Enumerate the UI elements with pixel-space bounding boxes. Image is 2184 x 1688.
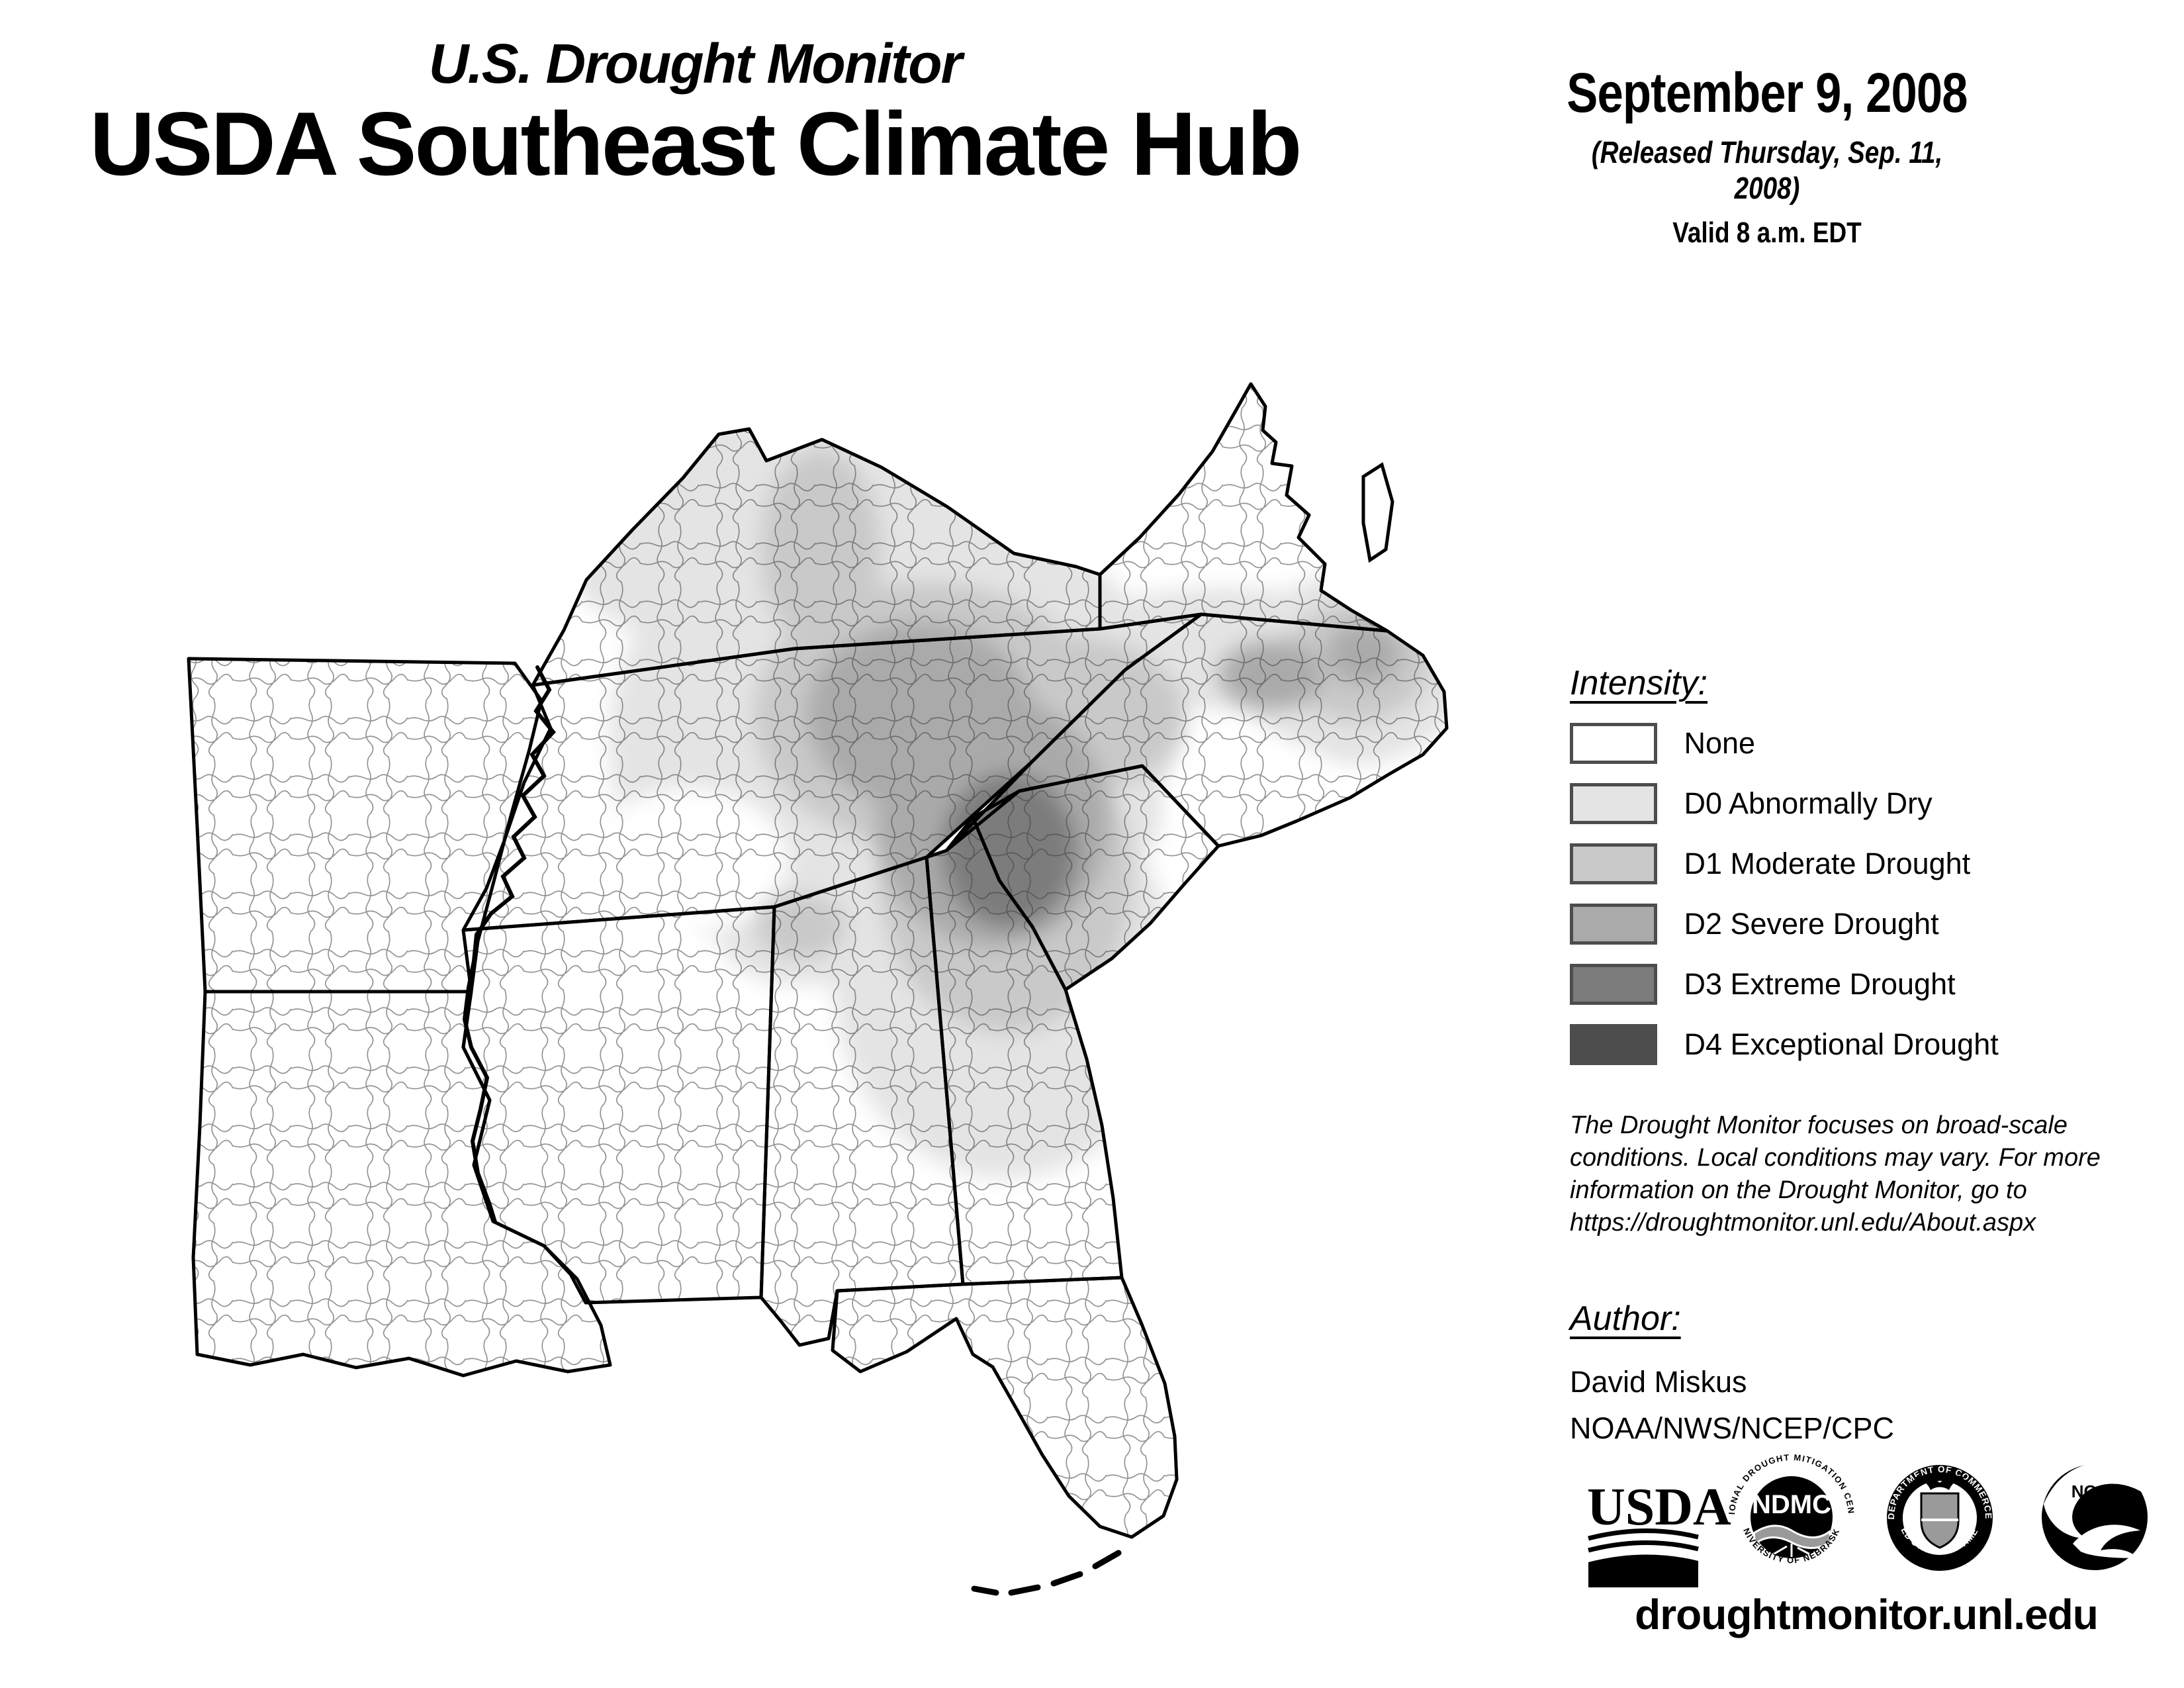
map-date: September 9, 2008 (1567, 62, 1968, 124)
state-alabama (759, 855, 965, 1347)
legend-item-d4: D4 Exceptional Drought (1570, 1024, 1999, 1065)
svg-text:NOAA: NOAA (2071, 1481, 2122, 1501)
svg-text:NDMC: NDMC (1752, 1490, 1831, 1519)
seagull-icon (2073, 1524, 2140, 1558)
disclaimer-text: The Drought Monitor focuses on broad-sca… (1570, 1111, 2101, 1237)
mississippi-river (462, 665, 556, 1224)
svg-text:USDA: USDA (1587, 1478, 1731, 1536)
intensity-legend: Intensity: None D0 Abnormally Dry D1 Mod… (1570, 663, 1999, 1084)
delmarva-peninsula (1361, 462, 1394, 563)
drought-shading (189, 384, 1447, 1537)
author-organization: NOAA/NWS/NCEP/CPC (1570, 1411, 1895, 1445)
agency-logos: USDA NDMC NATIONAL DROUGHT MITIGATION CE… (1575, 1454, 2150, 1587)
swatch-d1 (1570, 843, 1657, 884)
title-block: U.S. Drought Monitor USDA Southeast Clim… (40, 34, 1350, 191)
legend-item-d3: D3 Extreme Drought (1570, 964, 1999, 1005)
drought-monitor-url: droughtmonitor.unl.edu (1635, 1591, 2099, 1638)
florida-keys (971, 1550, 1122, 1596)
drought-map (187, 382, 1449, 1596)
swatch-none (1570, 723, 1657, 764)
release-date: (Released Thursday, Sep. 11, 2008) (1591, 135, 1943, 205)
swatch-d2 (1570, 904, 1657, 945)
report-title: U.S. Drought Monitor (428, 32, 963, 95)
eagle-icon (1915, 1475, 1965, 1490)
state-borders (187, 382, 1449, 1539)
swatch-d0 (1570, 783, 1657, 824)
author-heading: Author: (1570, 1299, 1681, 1338)
valid-time: Valid 8 a.m. EDT (1672, 216, 1862, 249)
state-florida (831, 1276, 1179, 1539)
author-name: David Miskus (1570, 1365, 1747, 1399)
author-block: Author: David Miskus NOAA/NWS/NCEP/CPC (1570, 1299, 1894, 1446)
legend-item-none: None (1570, 723, 1999, 764)
legend-item-d1: D1 Moderate Drought (1570, 843, 1999, 884)
swatch-d4 (1570, 1024, 1657, 1065)
county-boundaries (189, 384, 1447, 1537)
noaa-logo: NOAA (2042, 1462, 2150, 1570)
legend-heading: Intensity: (1570, 664, 1708, 702)
date-block: September 9, 2008 (Released Thursday, Se… (1556, 61, 1978, 250)
swatch-d3 (1570, 964, 1657, 1005)
usda-logo: USDA (1587, 1478, 1731, 1587)
legend-item-d2: D2 Severe Drought (1570, 904, 1999, 945)
state-virginia (1098, 382, 1389, 633)
legend-item-d0: D0 Abnormally Dry (1570, 783, 1999, 824)
page-title: USDA Southeast Climate Hub (89, 93, 1302, 195)
